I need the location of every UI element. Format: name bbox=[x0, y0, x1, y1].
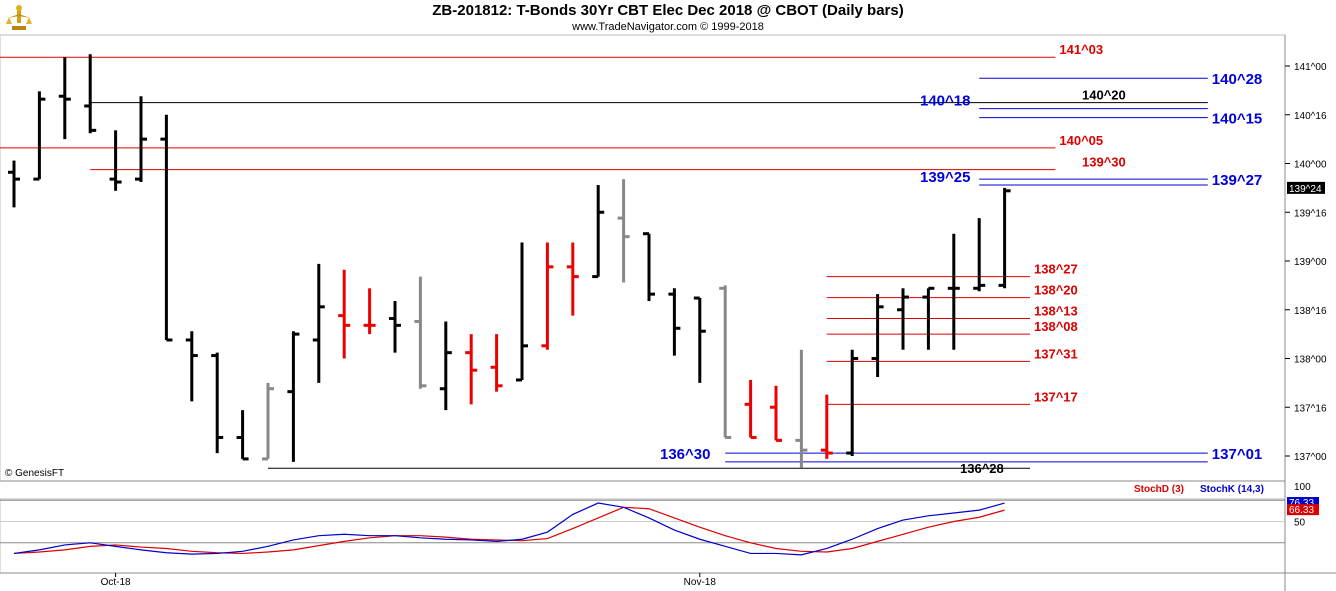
ohlc-bar-19 bbox=[490, 334, 503, 392]
ohlc-bar-18 bbox=[465, 334, 478, 405]
ohlc-bar-4 bbox=[109, 130, 122, 191]
ohlc-bar-30 bbox=[770, 385, 782, 442]
ohlc-bar-23 bbox=[592, 184, 605, 279]
ohlc-bar-33 bbox=[846, 349, 859, 456]
ohlc-bar-1 bbox=[33, 91, 46, 181]
ohlc-bar-22 bbox=[566, 242, 579, 316]
y-tick-label: 137^00 bbox=[1294, 452, 1327, 463]
level-label-6: 139^30 bbox=[1082, 155, 1126, 170]
stoch-k-value: 76.33 bbox=[1289, 498, 1314, 509]
level-label-13: 137^31 bbox=[1034, 346, 1078, 361]
ohlc-bar-27 bbox=[693, 296, 706, 383]
ohlc-bar-25 bbox=[643, 232, 655, 301]
y-tick-label: 138^16 bbox=[1294, 306, 1327, 317]
y-tick-label: 139^16 bbox=[1294, 208, 1327, 219]
x-tick-label: Oct-18 bbox=[101, 577, 131, 588]
chart-subtitle: www.TradeNavigator.com © 1999-2018 bbox=[572, 21, 764, 33]
level-label-1: 140^28 bbox=[1212, 71, 1262, 88]
ohlc-bar-16 bbox=[414, 276, 427, 389]
ohlc-bar-32 bbox=[820, 394, 833, 459]
ohlc-bar-34 bbox=[871, 294, 884, 378]
level-label-2: 140^20 bbox=[1082, 88, 1126, 103]
ohlc-bar-21 bbox=[541, 242, 554, 350]
level-label-12: 138^08 bbox=[1034, 319, 1078, 334]
stoch-d-value: 66.33 bbox=[1289, 505, 1314, 516]
level-label-0: 141^03 bbox=[1059, 42, 1103, 57]
y-tick-label: 140^16 bbox=[1294, 111, 1327, 122]
ohlc-bar-15 bbox=[389, 300, 401, 353]
y-tick-label: 138^00 bbox=[1294, 355, 1327, 366]
level-label-4: 140^15 bbox=[1212, 111, 1262, 128]
stoch-y-tick: 100 bbox=[1294, 482, 1311, 493]
ohlc-bar-17 bbox=[439, 321, 452, 411]
ohlc-bar-20 bbox=[516, 242, 528, 382]
ohlc-bar-13 bbox=[338, 269, 351, 359]
ohlc-bar-7 bbox=[185, 331, 198, 402]
ohlc-bar-39 bbox=[998, 187, 1011, 289]
x-tick-label: Nov-18 bbox=[684, 577, 717, 588]
ohlc-bar-11 bbox=[287, 331, 300, 462]
trade-navigator-logo bbox=[6, 5, 32, 30]
ohlc-bar-35 bbox=[897, 288, 909, 350]
ohlc-bar-10 bbox=[262, 382, 274, 461]
ohlc-bar-26 bbox=[668, 288, 681, 356]
ohlc-bar-2 bbox=[58, 57, 71, 140]
stoch-panel bbox=[0, 498, 1286, 574]
ohlc-bar-38 bbox=[973, 218, 986, 292]
ohlc-bar-6 bbox=[160, 114, 173, 342]
ohlc-bar-9 bbox=[236, 410, 249, 461]
stoch-y-tick: 50 bbox=[1294, 518, 1306, 529]
legend-stoch-k: StochK (14,3) bbox=[1200, 484, 1264, 495]
legend-stoch-d: StochD (3) bbox=[1134, 484, 1184, 495]
ohlc-bar-29 bbox=[744, 379, 757, 439]
y-tick-label: 140^00 bbox=[1294, 160, 1327, 171]
level-label-16: 136^30 bbox=[660, 446, 710, 463]
ohlc-bar-31 bbox=[795, 349, 808, 468]
level-label-17: 136^28 bbox=[960, 461, 1004, 476]
level-label-5: 140^05 bbox=[1059, 133, 1103, 148]
y-tick-label: 139^00 bbox=[1294, 257, 1327, 268]
ohlc-bar-12 bbox=[312, 263, 325, 383]
level-label-3: 140^18 bbox=[920, 93, 970, 110]
y-tick-label: 141^00 bbox=[1294, 62, 1327, 73]
ohlc-bar-36 bbox=[922, 286, 935, 350]
ohlc-bar-28 bbox=[719, 285, 732, 439]
ohlc-bar-24 bbox=[617, 179, 630, 283]
y-tick-label: 137^16 bbox=[1294, 403, 1327, 414]
level-label-15: 137^01 bbox=[1212, 446, 1262, 463]
level-label-11: 138^13 bbox=[1034, 304, 1078, 319]
chart-title: ZB-201812: T-Bonds 30Yr CBT Elec Dec 201… bbox=[432, 2, 904, 19]
level-label-8: 139^25 bbox=[920, 169, 970, 186]
ohlc-bar-3 bbox=[84, 54, 97, 134]
ohlc-bar-0 bbox=[8, 160, 20, 208]
ohlc-bar-8 bbox=[211, 352, 224, 454]
level-label-14: 137^17 bbox=[1034, 389, 1078, 404]
stoch-d-value-box bbox=[1287, 504, 1319, 516]
ohlc-bar-5 bbox=[135, 96, 147, 183]
ohlc-bar-37 bbox=[947, 233, 960, 350]
level-label-10: 138^20 bbox=[1034, 283, 1078, 298]
level-label-7: 139^27 bbox=[1212, 172, 1262, 189]
stoch-k-value-box bbox=[1287, 497, 1319, 509]
copyright-label: © GenesisFT bbox=[5, 468, 65, 479]
last-price-box bbox=[1287, 181, 1325, 194]
ohlc-bar-14 bbox=[363, 288, 376, 335]
level-label-9: 138^27 bbox=[1034, 262, 1078, 277]
last-price-label: 139^24 bbox=[1289, 184, 1322, 195]
stoch-k-line bbox=[13, 502, 1005, 556]
